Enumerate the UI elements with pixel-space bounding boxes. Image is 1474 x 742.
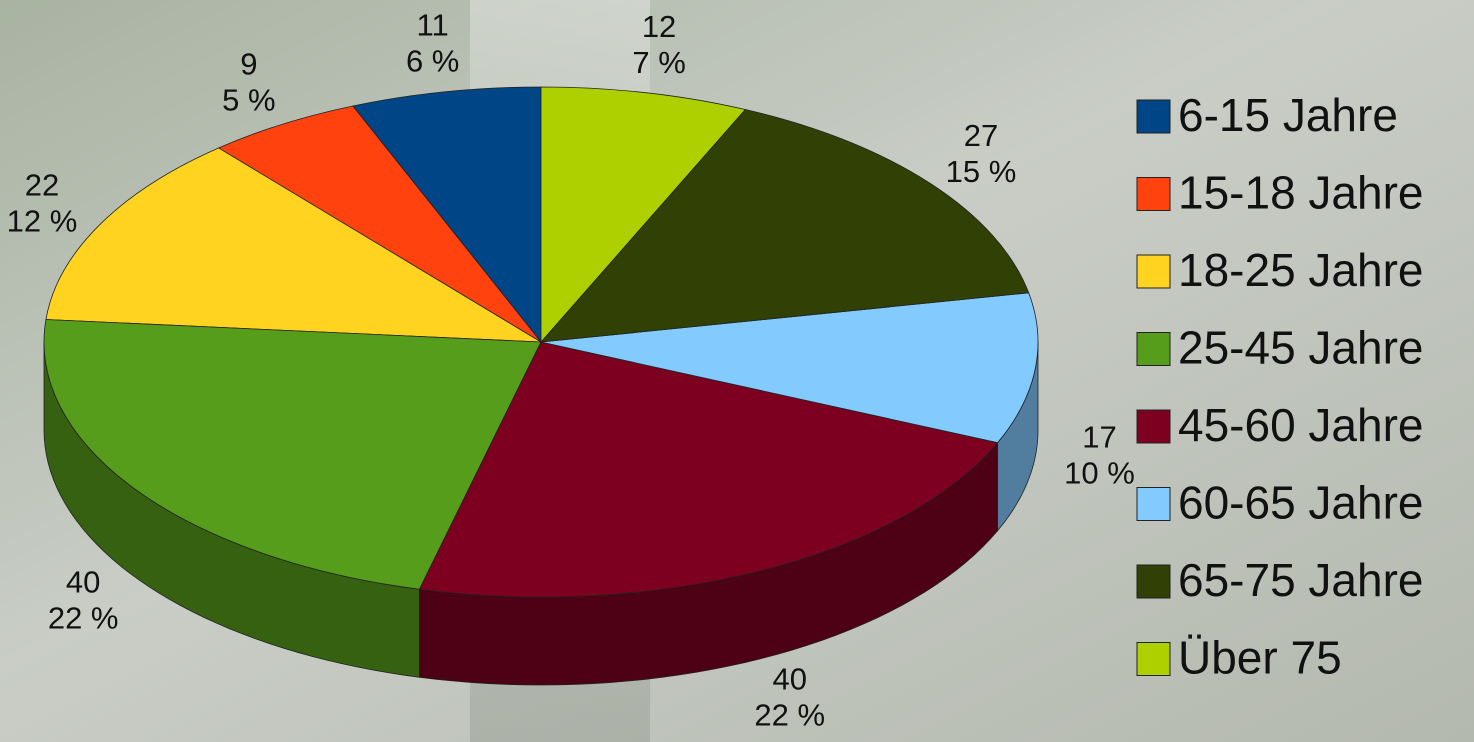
- slice: [540, 109, 1030, 343]
- percent-label: 5 %: [222, 83, 275, 118]
- value-label: 40: [773, 662, 807, 697]
- value-label: 22: [25, 168, 59, 203]
- legend-label: 6-15 Jahre: [1178, 89, 1398, 141]
- legend-swatch: [1136, 177, 1171, 211]
- slice: [540, 86, 747, 344]
- value-label: 27: [964, 118, 998, 153]
- slice: [45, 147, 542, 343]
- value-label: 40: [66, 564, 100, 599]
- legend-label: 60-65 Jahre: [1178, 477, 1424, 529]
- percent-label: 22 %: [48, 600, 119, 635]
- legend-swatch: [1136, 99, 1171, 134]
- value-label: 9: [240, 47, 257, 82]
- percent-label: 12 %: [7, 204, 78, 239]
- slice: [217, 105, 542, 343]
- legend-swatch: [1136, 642, 1171, 676]
- legend-label: 65-75 Jahre: [1178, 554, 1424, 606]
- legend-swatch: [1136, 332, 1171, 366]
- percent-label: 22 %: [754, 698, 825, 733]
- percent-label: 6 %: [406, 44, 459, 79]
- legend-label: 18-25 Jahre: [1178, 244, 1424, 296]
- slice: [540, 292, 1039, 444]
- legend-swatch: [1136, 409, 1171, 444]
- slice: [43, 319, 542, 590]
- legend-swatch: [1136, 254, 1171, 289]
- slice: [352, 86, 542, 344]
- slice: [418, 341, 999, 598]
- legend-label: 15-18 Jahre: [1178, 167, 1424, 219]
- value-label: 12: [642, 9, 676, 44]
- percent-label: 7 %: [632, 45, 685, 80]
- legend-label: 45-60 Jahre: [1178, 399, 1424, 451]
- percent-label: 15 %: [946, 154, 1017, 189]
- legend-swatch: [1136, 487, 1171, 521]
- legend-label: Über 75: [1178, 632, 1342, 684]
- percent-label: 10 %: [1064, 456, 1135, 491]
- value-label: 11: [417, 8, 449, 43]
- legend-swatch: [1136, 564, 1171, 599]
- legend-label: 25-45 Jahre: [1178, 322, 1424, 374]
- value-label: 17: [1082, 420, 1116, 455]
